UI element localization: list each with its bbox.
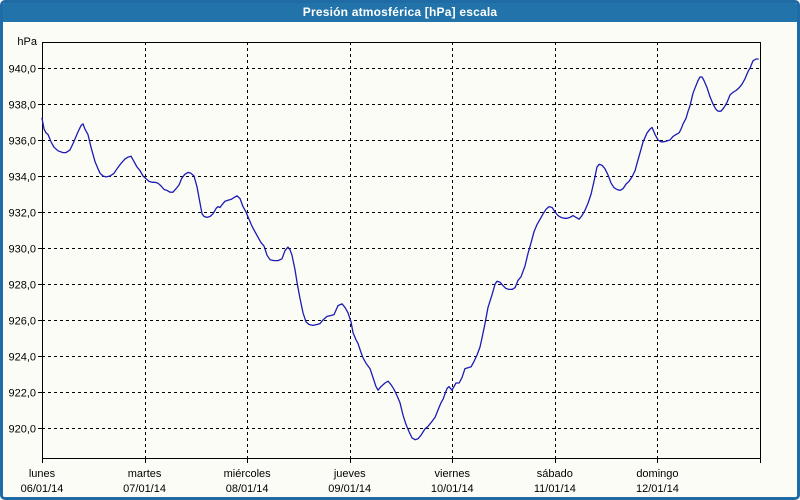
y-tick-label: 926,0 (8, 316, 36, 328)
y-tick-label: 938,0 (8, 100, 36, 112)
y-tick-label: 936,0 (8, 136, 36, 148)
day-name-label: sábado (537, 468, 573, 480)
y-tick-label: 934,0 (8, 172, 36, 184)
day-date-label: 09/01/14 (328, 483, 371, 495)
chart-title-bar: Presión atmosférica [hPa] escala (3, 3, 797, 22)
y-tick-label: 928,0 (8, 280, 36, 292)
y-tick-label: 940,0 (8, 64, 36, 76)
day-date-label: 08/01/14 (226, 483, 269, 495)
plot-background (42, 42, 760, 458)
chart-area: hPa 940,0 938,0 936,0 934,0 932,0 930,0 928,0 9… (3, 22, 797, 497)
day-date-label: 07/01/14 (123, 483, 166, 495)
day-date-label: 11/01/14 (534, 483, 576, 495)
day-name-label: miércoles (224, 468, 272, 480)
y-tick-label: 924,0 (8, 352, 36, 364)
y-axis-unit-label: hPa (17, 36, 37, 48)
day-name-label: lunes (29, 468, 56, 480)
day-name-label: viernes (435, 468, 471, 480)
day-name-label: domingo (636, 468, 678, 480)
day-name-label: jueves (333, 468, 366, 480)
chart-title: Presión atmosférica [hPa] escala (302, 5, 498, 19)
plot-border (42, 42, 761, 459)
day-name-label: martes (128, 468, 162, 480)
day-date-label: 12/01/14 (636, 483, 679, 495)
pressure-series-line (41, 58, 759, 441)
pressure-line-chart: 940,0 938,0 936,0 934,0 932,0 930,0 928,0 926,0… (8, 42, 761, 495)
day-date-label: 06/01/14 (21, 483, 64, 495)
y-tick-label: 932,0 (8, 208, 36, 220)
y-tick-label: 930,0 (8, 244, 36, 256)
day-date-label: 10/01/14 (431, 483, 474, 495)
y-tick-label: 922,0 (8, 388, 36, 400)
y-tick-label: 920,0 (8, 424, 36, 436)
